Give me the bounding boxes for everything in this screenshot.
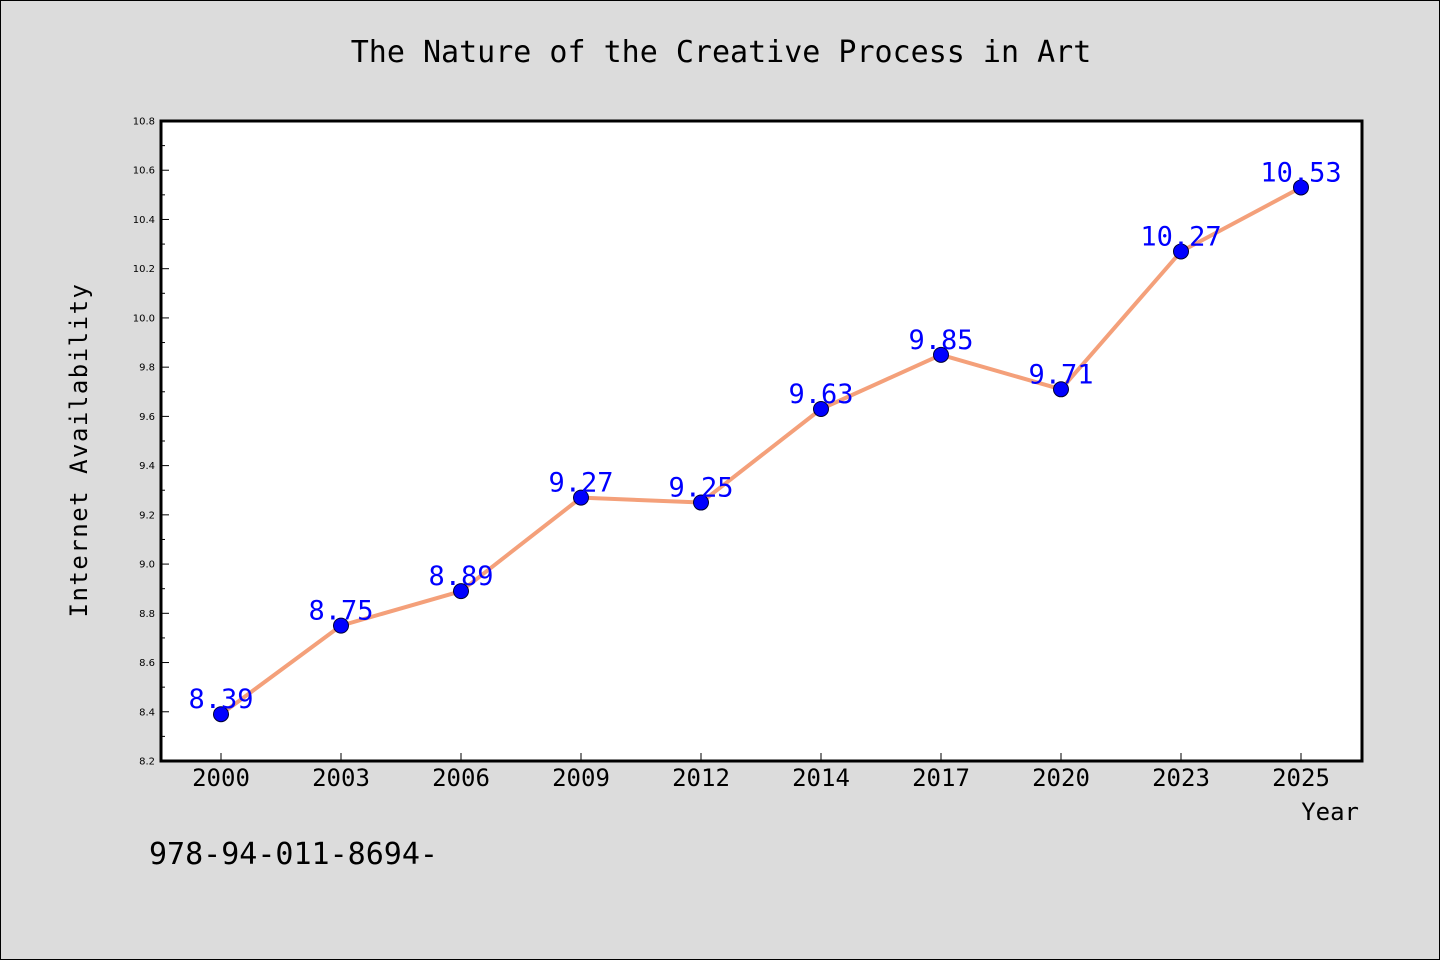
y-tick-label: 10.0 [133,313,155,324]
data-label: 8.39 [188,684,253,715]
data-point-marker [693,494,709,511]
y-tick-label: 9.4 [139,461,155,472]
x-tick-label: 2023 [1152,764,1210,792]
y-tick-label: 8.4 [139,707,155,718]
x-tick-label: 2025 [1272,764,1330,792]
series-line [219,185,1303,717]
data-point-marker [573,489,589,506]
y-tick-label: 8.2 [139,757,155,768]
y-tick-label: 10.2 [133,264,155,275]
data-point-marker [1053,381,1069,398]
data-point-marker [1293,179,1309,196]
data-label: 9.71 [1028,359,1093,390]
y-tick-label: 10.4 [133,215,155,226]
data-label: 9.63 [788,379,853,410]
y-tick-label: 9.2 [139,510,155,521]
y-tick-label: 9.8 [139,363,155,374]
data-label: 9.27 [548,468,613,499]
data-point-marker [213,706,229,723]
footnote-isbn: 978-94-011-8694- [149,837,438,872]
data-label: 8.89 [428,561,493,592]
data-point-marker [333,617,349,634]
data-point-marker [813,401,829,417]
x-tick-label: 2000 [192,764,250,792]
y-tick-label: 8.8 [139,609,155,620]
chart-title: The Nature of the Creative Process in Ar… [350,35,1092,70]
data-label: 9.85 [908,325,973,356]
x-tick-label: 2006 [432,764,490,792]
data-point-marker [1173,243,1189,260]
data-label: 8.75 [308,596,373,627]
data-label: 10.53 [1260,157,1341,188]
x-tick-label: 2003 [312,764,370,792]
plot-area [161,121,1362,761]
y-tick-label: 10.8 [133,117,155,128]
x-tick-label: 2009 [552,764,610,792]
y-tick-label: 8.6 [139,658,155,669]
data-point-marker [453,583,469,600]
x-tick-label: 2012 [672,764,730,792]
x-tick-label: 2014 [792,764,850,792]
x-tick-label: 2020 [1032,764,1090,792]
y-tick-label: 10.6 [133,166,155,177]
plot-frame [159,119,1364,763]
data-point-marker [933,346,949,363]
data-label: 9.25 [668,473,733,504]
data-label: 10.27 [1140,221,1221,252]
y-tick-label: 9.6 [139,412,155,423]
y-tick-label: 9.0 [139,560,155,571]
x-tick-label: 2017 [912,764,970,792]
x-axis-label: Year [1301,798,1359,826]
y-axis-label: Internet Availability [65,282,93,618]
